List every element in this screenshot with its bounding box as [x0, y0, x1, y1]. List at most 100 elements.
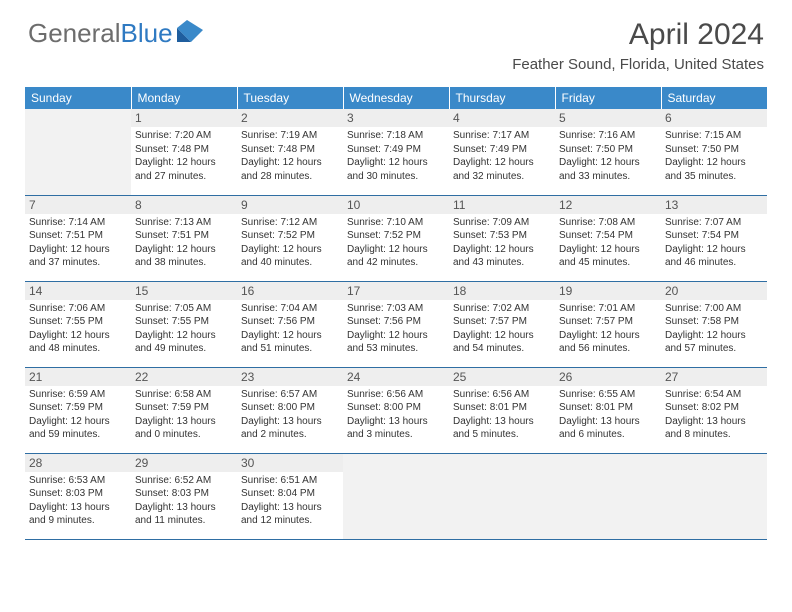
day-info-line: Daylight: 13 hours and 2 minutes.: [241, 415, 339, 442]
day-number: 26: [555, 368, 661, 386]
day-info: Sunrise: 6:55 AMSunset: 8:01 PMDaylight:…: [559, 388, 657, 442]
day-info-line: Sunrise: 7:09 AM: [453, 216, 551, 230]
day-info: Sunrise: 7:20 AMSunset: 7:48 PMDaylight:…: [135, 129, 233, 183]
month-title: April 2024: [512, 18, 764, 52]
day-info-line: Sunset: 7:48 PM: [135, 143, 233, 157]
day-info-line: Daylight: 12 hours and 43 minutes.: [453, 243, 551, 270]
day-info-line: Daylight: 12 hours and 46 minutes.: [665, 243, 763, 270]
day-info: Sunrise: 7:05 AMSunset: 7:55 PMDaylight:…: [135, 302, 233, 356]
day-info: Sunrise: 7:07 AMSunset: 7:54 PMDaylight:…: [665, 216, 763, 270]
day-number: 19: [555, 282, 661, 300]
calendar-cell: 5Sunrise: 7:16 AMSunset: 7:50 PMDaylight…: [555, 109, 661, 195]
day-info-line: Sunrise: 7:06 AM: [29, 302, 127, 316]
day-info-line: Daylight: 12 hours and 38 minutes.: [135, 243, 233, 270]
calendar-week-row: 14Sunrise: 7:06 AMSunset: 7:55 PMDayligh…: [25, 281, 767, 367]
day-number: 13: [661, 196, 767, 214]
calendar-cell: 2Sunrise: 7:19 AMSunset: 7:48 PMDaylight…: [237, 109, 343, 195]
weekday-header: Thursday: [449, 87, 555, 109]
day-info-line: Daylight: 12 hours and 35 minutes.: [665, 156, 763, 183]
calendar-cell: 9Sunrise: 7:12 AMSunset: 7:52 PMDaylight…: [237, 195, 343, 281]
day-info-line: Sunrise: 7:14 AM: [29, 216, 127, 230]
day-info-line: Sunrise: 6:55 AM: [559, 388, 657, 402]
day-info-line: Sunrise: 6:54 AM: [665, 388, 763, 402]
day-number: 3: [343, 109, 449, 127]
calendar-cell: 13 Sunrise: 7:07 AMSunset: 7:54 PMDayligh…: [661, 195, 767, 281]
day-number: 12: [555, 196, 661, 214]
calendar-cell-empty: [661, 453, 767, 539]
logo: GeneralBlue: [28, 18, 207, 49]
day-info-line: Sunrise: 6:56 AM: [347, 388, 445, 402]
day-number: 10: [343, 196, 449, 214]
day-info: Sunrise: 6:53 AMSunset: 8:03 PMDaylight:…: [29, 474, 127, 528]
calendar-cell: 10Sunrise: 7:10 AMSunset: 7:52 PMDayligh…: [343, 195, 449, 281]
calendar-cell: 4Sunrise: 7:17 AMSunset: 7:49 PMDaylight…: [449, 109, 555, 195]
day-info-line: Daylight: 13 hours and 3 minutes.: [347, 415, 445, 442]
day-info-line: Sunrise: 7:07 AM: [665, 216, 763, 230]
title-block: April 2024 Feather Sound, Florida, Unite…: [512, 18, 764, 73]
day-info-line: Daylight: 13 hours and 9 minutes.: [29, 501, 127, 528]
day-info-line: Daylight: 12 hours and 32 minutes.: [453, 156, 551, 183]
day-info-line: Daylight: 12 hours and 33 minutes.: [559, 156, 657, 183]
day-info-line: Sunrise: 6:59 AM: [29, 388, 127, 402]
day-info: Sunrise: 6:57 AMSunset: 8:00 PMDaylight:…: [241, 388, 339, 442]
day-info-line: Sunset: 7:51 PM: [135, 229, 233, 243]
weekday-header: Monday: [131, 87, 237, 109]
day-info-line: Daylight: 12 hours and 48 minutes.: [29, 329, 127, 356]
day-info-line: Daylight: 13 hours and 12 minutes.: [241, 501, 339, 528]
day-info-line: Daylight: 12 hours and 40 minutes.: [241, 243, 339, 270]
calendar-cell: 27Sunrise: 6:54 AMSunset: 8:02 PMDayligh…: [661, 367, 767, 453]
day-info-line: Daylight: 12 hours and 53 minutes.: [347, 329, 445, 356]
day-info: Sunrise: 7:09 AMSunset: 7:53 PMDaylight:…: [453, 216, 551, 270]
day-number: 15: [131, 282, 237, 300]
day-info-line: Sunset: 8:03 PM: [29, 487, 127, 501]
day-info-line: Sunset: 7:59 PM: [29, 401, 127, 415]
day-number: 17: [343, 282, 449, 300]
day-info: Sunrise: 7:02 AMSunset: 7:57 PMDaylight:…: [453, 302, 551, 356]
weekday-header: Saturday: [661, 87, 767, 109]
day-info-line: Daylight: 13 hours and 6 minutes.: [559, 415, 657, 442]
day-info-line: Sunrise: 6:52 AM: [135, 474, 233, 488]
day-info-line: Sunset: 7:57 PM: [559, 315, 657, 329]
day-number: 29: [131, 454, 237, 472]
day-info-line: Daylight: 12 hours and 27 minutes.: [135, 156, 233, 183]
day-number: 8: [131, 196, 237, 214]
logo-word2: Blue: [121, 18, 173, 49]
calendar-week-row: 1Sunrise: 7:20 AMSunset: 7:48 PMDaylight…: [25, 109, 767, 195]
day-number: 9: [237, 196, 343, 214]
day-info-line: Sunrise: 6:56 AM: [453, 388, 551, 402]
day-info-line: Daylight: 12 hours and 51 minutes.: [241, 329, 339, 356]
day-info-line: Daylight: 12 hours and 28 minutes.: [241, 156, 339, 183]
day-info-line: Sunset: 7:50 PM: [665, 143, 763, 157]
day-info-line: Sunset: 7:51 PM: [29, 229, 127, 243]
day-info-line: Sunset: 7:55 PM: [135, 315, 233, 329]
location: Feather Sound, Florida, United States: [512, 56, 764, 73]
calendar-cell: 23Sunrise: 6:57 AMSunset: 8:00 PMDayligh…: [237, 367, 343, 453]
calendar-body: 1Sunrise: 7:20 AMSunset: 7:48 PMDaylight…: [25, 109, 767, 539]
day-info-line: Sunset: 7:53 PM: [453, 229, 551, 243]
day-number: 2: [237, 109, 343, 127]
day-number: 25: [449, 368, 555, 386]
day-info-line: Sunset: 7:59 PM: [135, 401, 233, 415]
day-info-line: Daylight: 13 hours and 8 minutes.: [665, 415, 763, 442]
calendar-cell: 17Sunrise: 7:03 AMSunset: 7:56 PMDayligh…: [343, 281, 449, 367]
day-info-line: Sunrise: 7:13 AM: [135, 216, 233, 230]
day-info-line: Sunrise: 6:51 AM: [241, 474, 339, 488]
calendar-cell: 7Sunrise: 7:14 AMSunset: 7:51 PMDaylight…: [25, 195, 131, 281]
day-info-line: Daylight: 12 hours and 49 minutes.: [135, 329, 233, 356]
day-info-line: Sunset: 8:01 PM: [559, 401, 657, 415]
day-info-line: Sunset: 8:04 PM: [241, 487, 339, 501]
day-info: Sunrise: 7:17 AMSunset: 7:49 PMDaylight:…: [453, 129, 551, 183]
calendar-cell: 21Sunrise: 6:59 AMSunset: 7:59 PMDayligh…: [25, 367, 131, 453]
day-number: 22: [131, 368, 237, 386]
day-info: Sunrise: 6:58 AMSunset: 7:59 PMDaylight:…: [135, 388, 233, 442]
day-info: Sunrise: 6:52 AMSunset: 8:03 PMDaylight:…: [135, 474, 233, 528]
day-info-line: Sunset: 7:56 PM: [347, 315, 445, 329]
day-info-line: Sunset: 7:54 PM: [559, 229, 657, 243]
calendar-header-row: SundayMondayTuesdayWednesdayThursdayFrid…: [25, 87, 767, 109]
day-info-line: Daylight: 13 hours and 0 minutes.: [135, 415, 233, 442]
day-info-line: Sunrise: 7:19 AM: [241, 129, 339, 143]
day-info-line: Sunset: 7:50 PM: [559, 143, 657, 157]
day-info: Sunrise: 7:04 AMSunset: 7:56 PMDaylight:…: [241, 302, 339, 356]
header: GeneralBlue April 2024 Feather Sound, Fl…: [0, 0, 792, 77]
calendar-cell: 29 Sunrise: 6:52 AMSunset: 8:03 PMDayligh…: [131, 453, 237, 539]
